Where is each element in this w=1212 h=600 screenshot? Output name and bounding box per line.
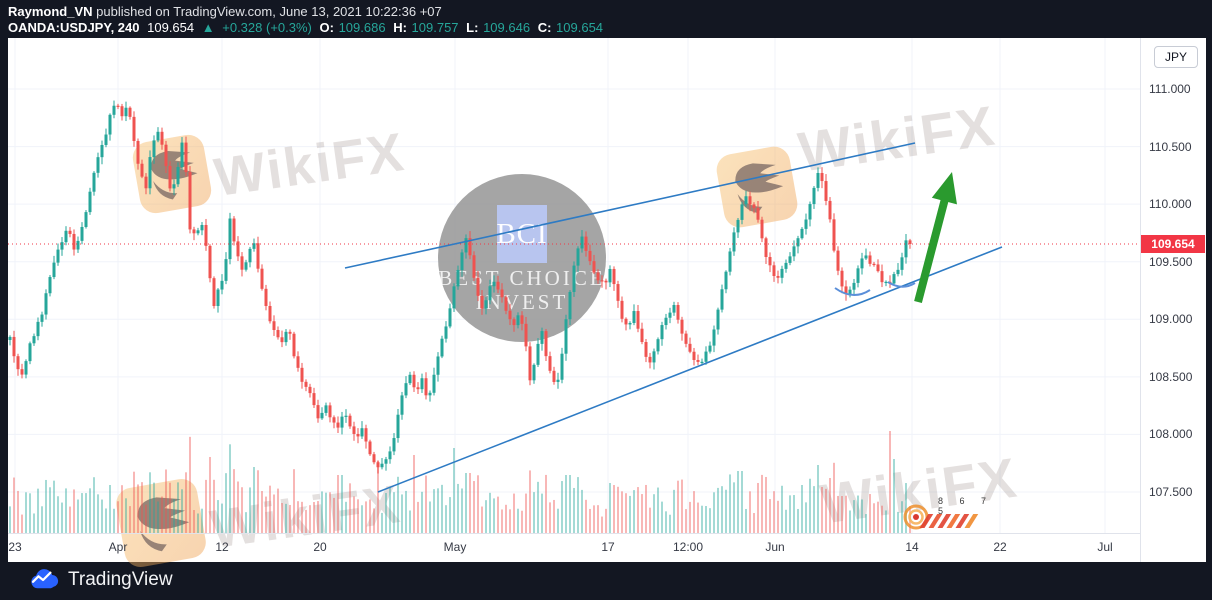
time-tick-label: Apr xyxy=(108,540,128,554)
price-tick-label: 108.000 xyxy=(1149,427,1193,442)
wikifx-logo-icon xyxy=(130,132,214,216)
author-name: Raymond_VN xyxy=(8,4,93,19)
symbol-info-line: OANDA:USDJPY, 240 109.654 ▲ +0.328 (+0.3… xyxy=(8,20,607,35)
bci-watermark-badge: BCI xyxy=(496,205,548,263)
open-label: O: xyxy=(319,20,334,35)
wikifx-watermark-text: WikiFX xyxy=(794,93,1000,184)
time-tick-label: Jun xyxy=(765,540,785,554)
bullish-arrow-head[interactable] xyxy=(931,172,957,205)
price-tick-label: 110.000 xyxy=(1149,197,1192,212)
open-value: 109.686 xyxy=(338,20,386,35)
price-change: +0.328 (+0.3%) xyxy=(222,20,312,35)
time-tick-label: 12 xyxy=(215,540,229,554)
up-arrow-icon: ▲ xyxy=(201,20,215,35)
time-tick-label: 23 xyxy=(8,540,22,554)
last-price-tag: 109.654 xyxy=(1141,234,1205,253)
tradingview-brand-link[interactable]: TradingView xyxy=(28,569,173,591)
wikifx-logo-icon xyxy=(714,144,800,230)
publish-header: Raymond_VN published on TradingView.com,… xyxy=(8,0,1208,38)
wikifx-scribble-mark: 8 6 7 5 xyxy=(902,496,1012,536)
last-price: 109.654 xyxy=(147,20,195,35)
footer-bar: TradingView xyxy=(0,562,1212,600)
high-value: 109.757 xyxy=(411,20,459,35)
price-tick-label: 109.500 xyxy=(1149,254,1193,269)
time-tick-label: 14 xyxy=(905,540,919,554)
chart-panel[interactable]: WikiFX WikiFX WikiFX WikiFX BCI BEST CHO… xyxy=(8,38,1206,570)
support-arc[interactable] xyxy=(887,281,916,288)
tradingview-brand-label: TradingView xyxy=(68,569,173,590)
time-tick-label: 12:00 xyxy=(672,540,704,554)
high-label: H: xyxy=(393,20,407,35)
time-tick-label: Jul xyxy=(1097,540,1113,554)
price-tick-label: 110.500 xyxy=(1149,139,1192,154)
tradingview-logo-icon xyxy=(31,569,59,589)
price-axis-separator xyxy=(1140,38,1141,562)
wikifx-watermark-text: WikiFX xyxy=(210,121,409,209)
publish-text: published on TradingView.com, June 13, 2… xyxy=(92,4,442,19)
wikifx-swirl-icon xyxy=(903,504,979,530)
symbol-name: OANDA:USDJPY, 240 xyxy=(8,20,140,35)
price-axis[interactable]: JPY 109.654 111.000 110.500 110.000 109.500… xyxy=(1140,38,1206,562)
price-tick-label: 109.000 xyxy=(1149,312,1193,327)
bci-abbr: BCI xyxy=(496,217,548,250)
support-arc[interactable] xyxy=(834,287,871,296)
bullish-arrow-shaft[interactable] xyxy=(914,194,950,304)
time-axis[interactable]: 23 Apr 12 20 May 17 12:00 Jun 14 22 Jul xyxy=(8,533,1206,562)
close-value: 109.654 xyxy=(556,20,604,35)
publish-info-line: Raymond_VN published on TradingView.com,… xyxy=(8,4,442,19)
currency-toggle-button[interactable]: JPY xyxy=(1154,46,1198,68)
close-label: C: xyxy=(537,20,552,35)
time-axis-separator xyxy=(8,533,1206,534)
price-tick-label: 111.000 xyxy=(1149,82,1191,96)
time-tick-label: May xyxy=(443,540,467,554)
time-tick-label: 17 xyxy=(601,540,615,554)
time-tick-label: 20 xyxy=(313,540,327,554)
price-tick-label: 108.500 xyxy=(1149,369,1193,384)
low-label: L: xyxy=(466,20,479,35)
time-tick-label: 22 xyxy=(993,540,1007,554)
bci-tagline-1: BEST CHOICE xyxy=(438,266,606,290)
low-value: 109.646 xyxy=(483,20,531,35)
bci-tagline-2: INVEST xyxy=(475,290,569,314)
wikifx-logo-icon xyxy=(113,476,209,570)
scribble-digits: 8 6 7 5 xyxy=(938,496,994,516)
price-tick-label: 107.500 xyxy=(1149,484,1193,499)
